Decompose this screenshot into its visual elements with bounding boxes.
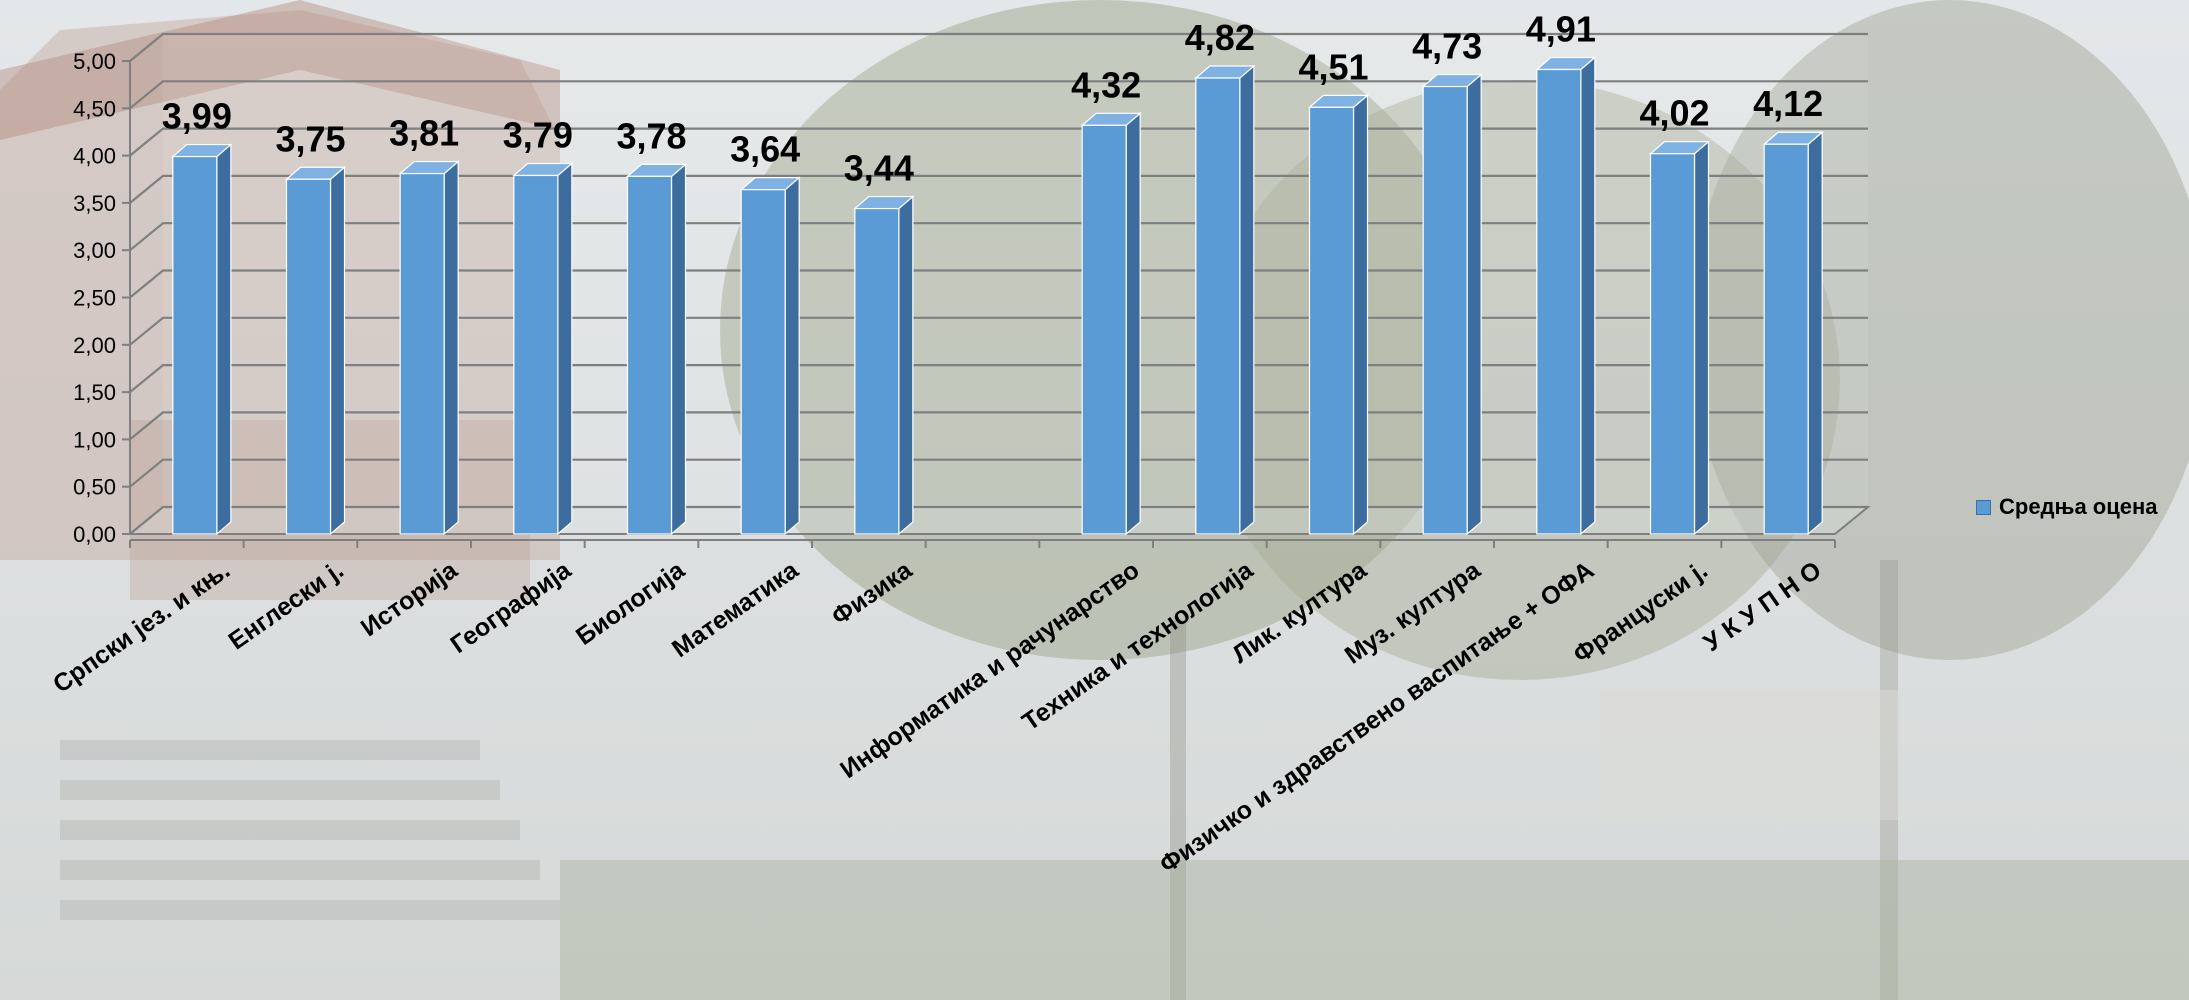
bar-front [854, 207, 900, 535]
gridline [129, 364, 1868, 393]
data-label: 3,75 [275, 118, 345, 159]
gridline [129, 411, 1868, 441]
bar-front [399, 172, 445, 535]
data-label: 3,79 [503, 114, 573, 155]
bar-front [172, 155, 218, 535]
data-label: 4,02 [1639, 93, 1709, 134]
data-label: 4,82 [1185, 17, 1255, 58]
data-label: 4,12 [1753, 83, 1823, 124]
data-label: 4,51 [1298, 46, 1368, 87]
bar-side [1239, 64, 1255, 536]
bar [739, 176, 801, 536]
bar-side [784, 176, 800, 536]
data-label: 3,99 [162, 96, 232, 137]
data-label: 4,91 [1526, 9, 1596, 50]
x-tick-label: Математика [667, 555, 804, 663]
x-tick-label: Српски јез. и књ. [48, 556, 235, 699]
y-tick-label: 4,50 [73, 96, 116, 121]
bar-side [443, 160, 459, 536]
x-tick-label: У К У П Н О [1699, 556, 1827, 657]
bar-front [1536, 68, 1582, 535]
bar-side [670, 163, 687, 536]
bar-front [740, 189, 786, 535]
bar-front [1081, 124, 1127, 535]
data-label: 3,44 [844, 148, 914, 189]
y-tick-label: 2,00 [73, 333, 116, 358]
bar-side [329, 165, 346, 536]
legend-swatch [1976, 499, 1991, 515]
x-tick-label: Историја [356, 555, 464, 642]
bar [625, 163, 688, 536]
bar [1648, 140, 1711, 536]
gridline [129, 269, 1868, 299]
bar-side [1125, 112, 1141, 536]
y-tick-label: 0,50 [73, 475, 116, 500]
gridline [129, 222, 1868, 252]
bar [1080, 112, 1142, 536]
bar-front [513, 174, 559, 535]
legend-label: Средња оцена [1999, 494, 2158, 519]
bar-side [898, 195, 914, 536]
y-tick-label: 2,50 [73, 286, 116, 311]
gridline [129, 127, 1868, 157]
x-tick-label: Физика [827, 555, 918, 631]
bar-front [626, 175, 673, 535]
data-label: 4,32 [1071, 64, 1141, 105]
bar-front [1763, 143, 1809, 535]
bar-front [1195, 77, 1241, 535]
chart-legend: Средња оцена [1976, 494, 2158, 520]
gridline [129, 80, 1868, 110]
gridline [129, 174, 1868, 204]
y-tick-label: 1,00 [73, 427, 116, 452]
gridline [129, 316, 1868, 346]
bar [284, 165, 347, 536]
gridline [129, 32, 1868, 62]
bar-side [1466, 73, 1482, 536]
x-tick-label: Енглески ј. [223, 556, 348, 655]
bar-side [1807, 130, 1823, 536]
chart-bars [171, 56, 1824, 536]
bar-side [1352, 94, 1369, 536]
bar [1194, 64, 1256, 536]
bar [853, 195, 915, 536]
gridline [129, 505, 1868, 535]
bar-side [1693, 140, 1710, 536]
y-axis-tick-labels: 0,00 0,50 1,00 1,50 2,00 2,50 3,00 3,50 4,00 4,50… [73, 49, 116, 547]
x-tick-label: Географија [446, 555, 577, 659]
bar [1307, 94, 1370, 536]
y-tick-label: 3,00 [73, 238, 116, 263]
y-tick-label: 3,50 [73, 191, 116, 216]
y-tick-label: 4,00 [73, 144, 116, 169]
y-tick-label: 0,00 [73, 522, 116, 547]
bar [512, 162, 574, 536]
bar [1762, 130, 1824, 536]
bar-front [1649, 153, 1696, 535]
y-tick-label: 1,50 [73, 380, 116, 405]
gridline [129, 458, 1868, 488]
y-tick-label: 5,00 [73, 49, 116, 74]
bar-side [557, 162, 573, 536]
bar [398, 160, 460, 536]
bar [1421, 73, 1483, 536]
data-label: 3,81 [389, 113, 459, 154]
bar-front [1308, 106, 1355, 535]
chart-data-labels: 3,99 3,75 3,81 3,79 3,78 3,64 3,44 4,32 4,82 4,51… [162, 9, 1823, 189]
data-label: 4,73 [1412, 26, 1482, 67]
chart-gridlines [122, 32, 1871, 548]
bar-side [1580, 56, 1596, 536]
bar-side [216, 143, 232, 536]
bar-front [285, 178, 332, 535]
bar-front [1422, 85, 1468, 535]
bar [171, 143, 233, 536]
data-label: 3,78 [616, 115, 686, 156]
data-label: 3,64 [730, 129, 800, 170]
chart-floor [127, 506, 1871, 535]
bar [1535, 56, 1597, 536]
x-axis-category-labels: Српски јез. и књ.Енглески ј. ИсторијаГеог… [48, 555, 1826, 879]
